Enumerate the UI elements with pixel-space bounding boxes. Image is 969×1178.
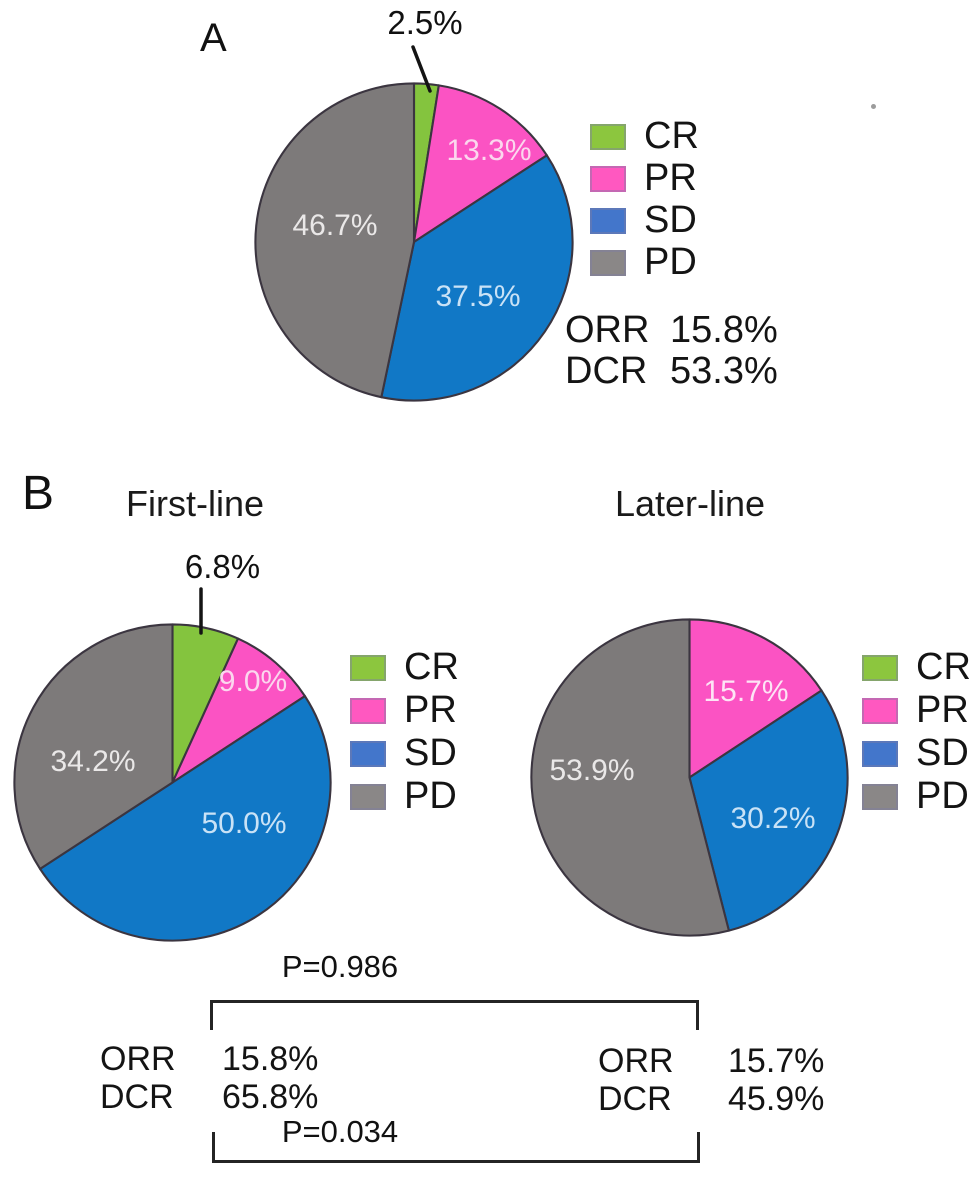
- legend-label-sd: SD: [644, 199, 697, 241]
- cr-swatch: [590, 123, 626, 150]
- legend-first-line: CR PR SD PD: [350, 646, 459, 817]
- pie-chart-first-line: [12, 622, 333, 943]
- legend-label-pd: PD: [644, 241, 697, 283]
- orr-value: 15.8%: [222, 1040, 319, 1078]
- legend-item-pr: PR: [862, 689, 969, 731]
- legend-item-sd: SD: [862, 732, 969, 774]
- legend-panel-a: CR PR SD PD: [590, 115, 699, 283]
- legend-item-pd: PD: [350, 775, 459, 817]
- p-value-dcr: P=0.034: [281, 1114, 399, 1149]
- comparison-bracket-top: [210, 1000, 699, 1030]
- first-line-title: First-line: [125, 483, 264, 524]
- p-value-orr: P=0.986: [281, 949, 399, 984]
- first-line-stats: ORR 15.8% DCR 65.8%: [100, 1040, 318, 1116]
- legend-later-line: CR PR SD PD: [862, 646, 969, 817]
- pd-swatch: [590, 249, 626, 276]
- pie-b1-cr-callout-label: 6.8%: [184, 548, 261, 585]
- pr-swatch: [862, 697, 898, 724]
- sd-swatch: [862, 740, 898, 767]
- dcr-value: 45.9%: [728, 1080, 825, 1118]
- pr-swatch: [350, 697, 386, 724]
- dcr-value: 53.3%: [670, 350, 778, 392]
- slice-label: 13.3%: [446, 134, 532, 167]
- slice-label: 15.7%: [703, 675, 789, 708]
- legend-label-sd: SD: [404, 732, 457, 774]
- orr-label: ORR: [565, 309, 650, 351]
- stray-dot-artifact: [871, 104, 876, 109]
- orr-label: ORR: [598, 1042, 674, 1080]
- cr-swatch: [350, 654, 386, 681]
- legend-item-cr: CR: [590, 115, 699, 157]
- orr-value: 15.8%: [670, 309, 778, 351]
- legend-item-sd: SD: [350, 732, 459, 774]
- panel-a-label: A: [200, 16, 227, 60]
- orr-value: 15.7%: [728, 1042, 825, 1080]
- pie-chart-panel-a: [253, 81, 575, 403]
- slice-label: 34.2%: [50, 745, 136, 778]
- slice-label: 53.9%: [549, 754, 635, 787]
- orr-label: ORR: [100, 1040, 176, 1078]
- panel-b-label: B: [22, 467, 55, 520]
- sd-swatch: [590, 207, 626, 234]
- cr-swatch: [862, 654, 898, 681]
- legend-label-pd: PD: [404, 775, 457, 817]
- later-line-title: Later-line: [614, 483, 766, 524]
- legend-label-cr: CR: [644, 115, 699, 157]
- legend-label-pd: PD: [916, 775, 969, 817]
- pie-a-cr-callout-label: 2.5%: [387, 4, 463, 41]
- legend-item-pr: PR: [590, 157, 699, 199]
- legend-item-sd: SD: [590, 199, 699, 241]
- legend-item-cr: CR: [862, 646, 969, 688]
- comparison-bracket-bottom: [212, 1132, 700, 1163]
- legend-label-cr: CR: [404, 646, 459, 688]
- sd-swatch: [350, 740, 386, 767]
- pd-swatch: [350, 783, 386, 810]
- legend-item-cr: CR: [350, 646, 459, 688]
- legend-item-pr: PR: [350, 689, 459, 731]
- legend-item-pd: PD: [590, 241, 699, 283]
- dcr-label: DCR: [565, 350, 648, 392]
- dcr-label: DCR: [100, 1078, 174, 1116]
- pie-chart-later-line: [529, 617, 850, 938]
- dcr-label: DCR: [598, 1080, 672, 1118]
- slice-label: 30.2%: [730, 802, 816, 835]
- dcr-value: 65.8%: [222, 1078, 319, 1116]
- pd-swatch: [862, 783, 898, 810]
- slice-label: 50.0%: [201, 807, 287, 840]
- slice-label: 37.5%: [435, 280, 521, 313]
- legend-label-cr: CR: [916, 646, 969, 688]
- panel-a-stats: ORR 15.8% DCR 53.3%: [565, 309, 778, 392]
- later-line-stats: ORR 15.7% DCR 45.9%: [598, 1042, 824, 1118]
- legend-label-pr: PR: [404, 689, 457, 731]
- legend-item-pd: PD: [862, 775, 969, 817]
- legend-label-pr: PR: [916, 689, 969, 731]
- pr-swatch: [590, 165, 626, 192]
- slice-label: 9.0%: [218, 665, 288, 698]
- slice-label: 46.7%: [292, 209, 378, 242]
- legend-label-sd: SD: [916, 732, 969, 774]
- legend-label-pr: PR: [644, 157, 697, 199]
